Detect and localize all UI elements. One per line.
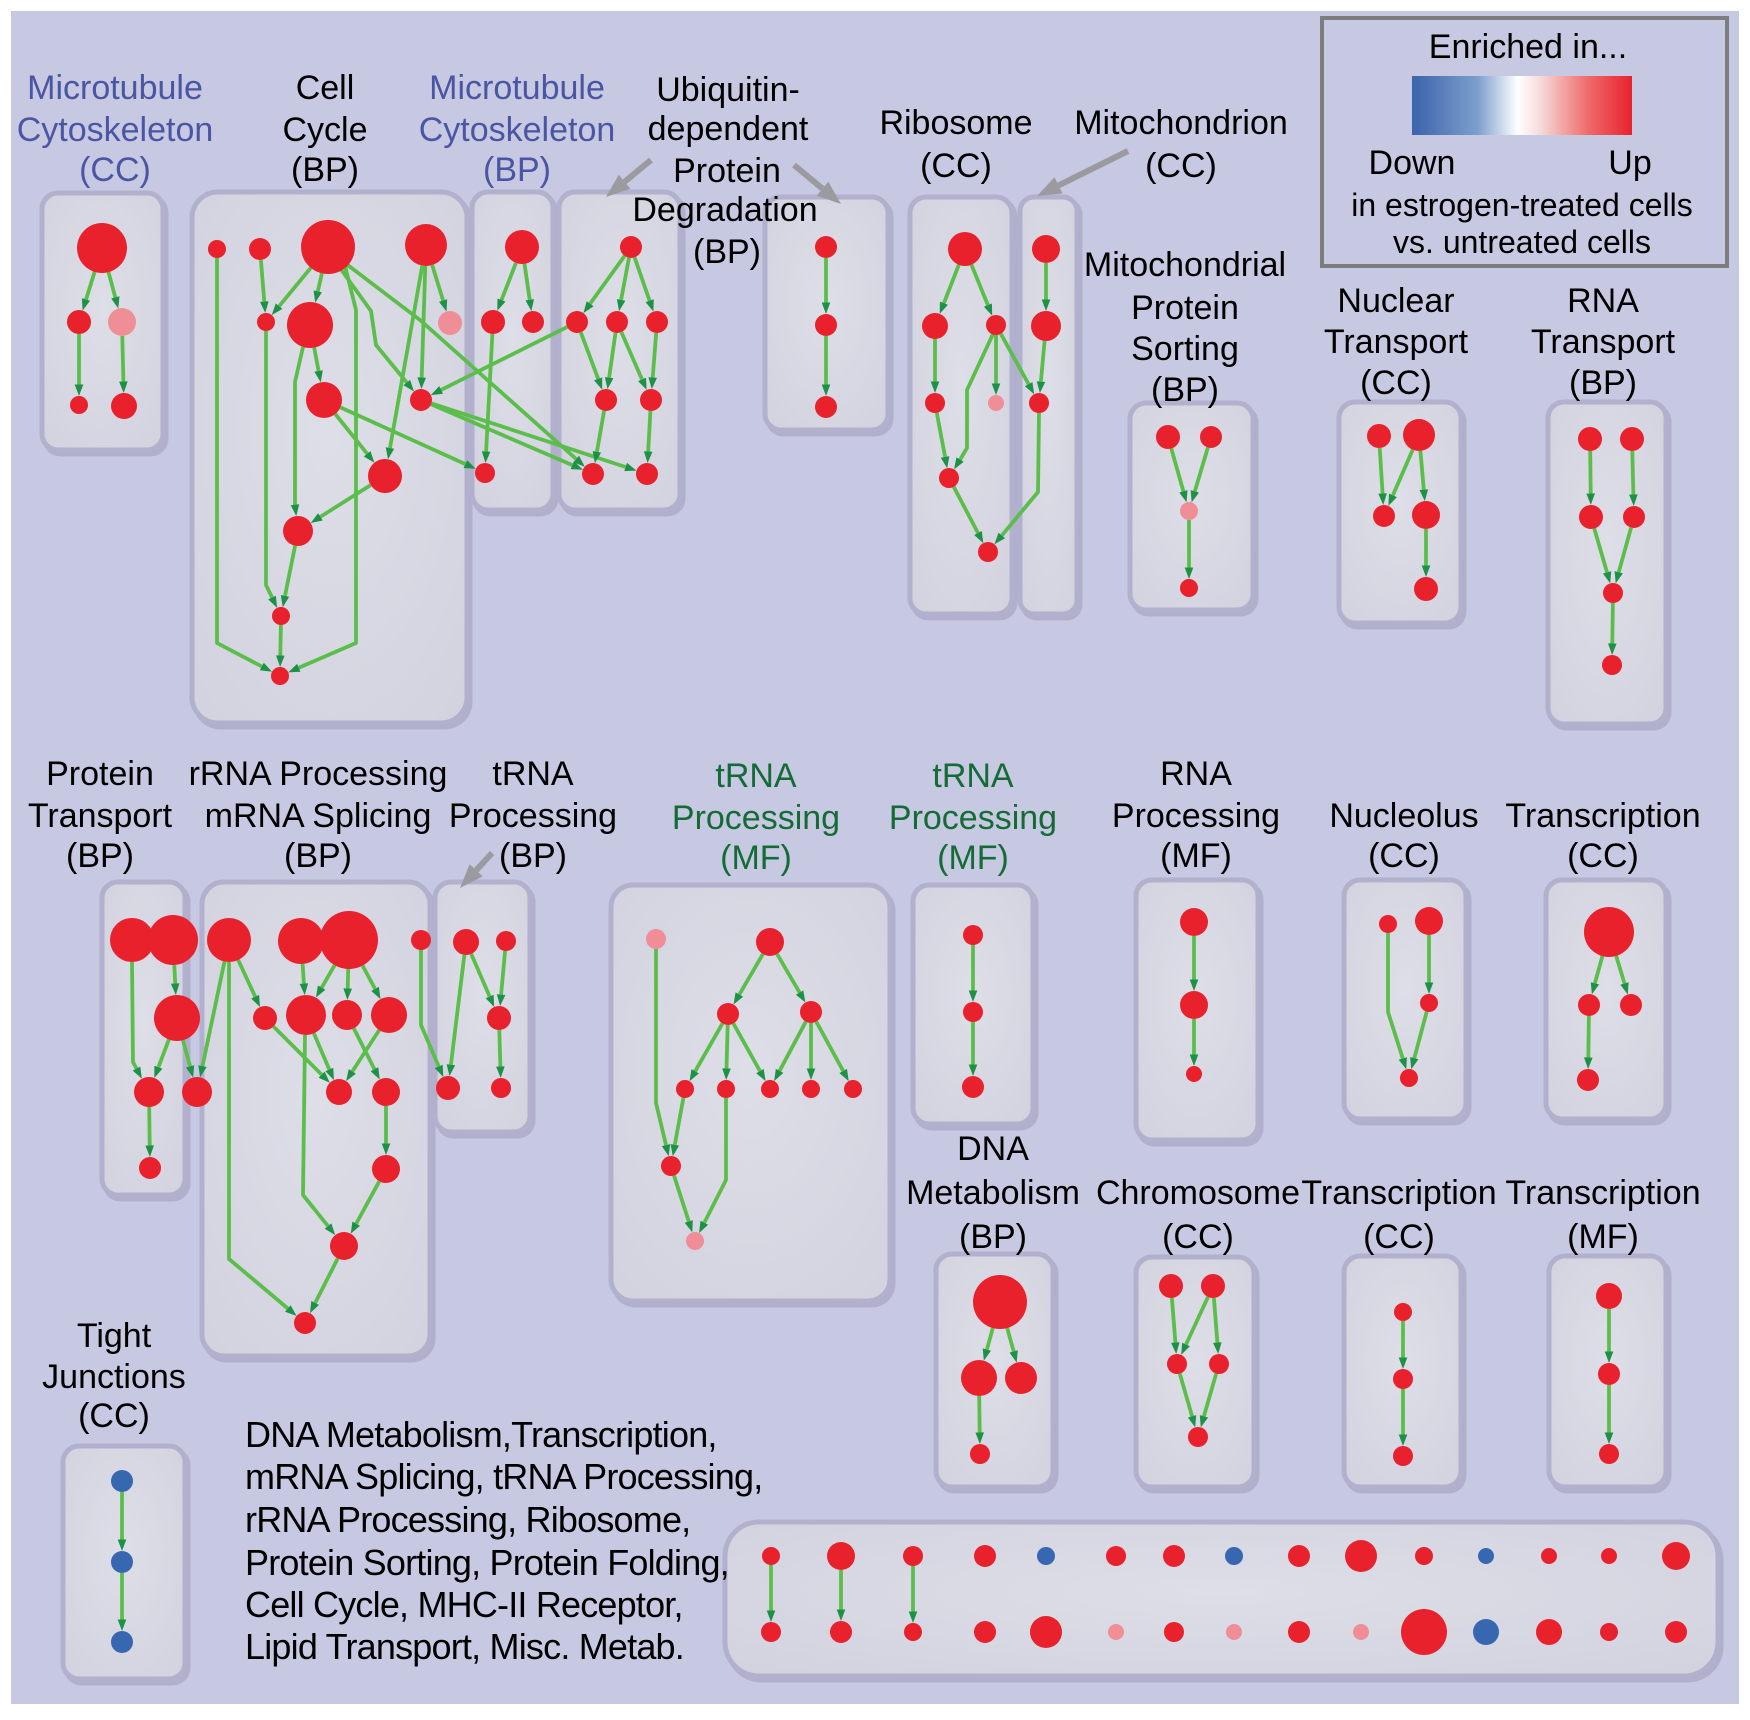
svg-text:Up: Up (1608, 144, 1651, 182)
svg-text:Metabolism: Metabolism (906, 1174, 1080, 1212)
svg-text:Processing: Processing (449, 797, 617, 835)
svg-text:Transport: Transport (28, 797, 173, 835)
svg-text:Degradation: Degradation (632, 191, 817, 229)
svg-text:tRNA: tRNA (932, 757, 1014, 795)
svg-text:Cycle: Cycle (282, 111, 367, 149)
svg-text:(CC): (CC) (920, 147, 992, 185)
svg-text:(MF): (MF) (1567, 1218, 1639, 1256)
svg-text:RNA: RNA (1160, 755, 1232, 793)
svg-text:(MF): (MF) (1160, 837, 1232, 875)
svg-text:Microtubule: Microtubule (27, 69, 203, 107)
svg-text:(CC): (CC) (79, 151, 151, 189)
svg-text:(BP): (BP) (284, 837, 352, 875)
svg-text:(CC): (CC) (1360, 364, 1432, 402)
svg-text:Nuclear: Nuclear (1337, 282, 1454, 320)
svg-text:RNA: RNA (1567, 282, 1639, 320)
svg-text:Sorting: Sorting (1131, 330, 1239, 368)
svg-text:(MF): (MF) (720, 839, 792, 877)
svg-text:(BP): (BP) (483, 151, 551, 189)
svg-text:(CC): (CC) (78, 1397, 150, 1435)
svg-text:(BP): (BP) (291, 151, 359, 189)
svg-text:Enriched in...: Enriched in... (1429, 28, 1627, 66)
svg-text:tRNA: tRNA (492, 755, 574, 793)
svg-text:dependent: dependent (648, 110, 809, 148)
svg-text:Lipid Transport, Misc. Metab.: Lipid Transport, Misc. Metab. (245, 1626, 684, 1667)
svg-text:Processing: Processing (1112, 797, 1280, 835)
svg-text:Ubiquitin-: Ubiquitin- (656, 71, 800, 109)
svg-text:Tight: Tight (77, 1317, 152, 1355)
svg-text:Ribosome: Ribosome (879, 104, 1032, 142)
svg-text:mRNA Splicing: mRNA Splicing (205, 797, 432, 835)
svg-text:Nucleolus: Nucleolus (1329, 797, 1478, 835)
svg-text:Transport: Transport (1324, 323, 1469, 361)
svg-text:(BP): (BP) (959, 1218, 1027, 1256)
svg-text:Down: Down (1369, 144, 1456, 182)
svg-text:Processing: Processing (889, 799, 1057, 837)
svg-text:(CC): (CC) (1368, 837, 1440, 875)
svg-text:Junctions: Junctions (42, 1358, 186, 1396)
svg-text:Protein: Protein (673, 152, 781, 190)
svg-text:Transcription: Transcription (1505, 797, 1700, 835)
svg-text:DNA Metabolism,Transcription,: DNA Metabolism,Transcription, (245, 1414, 717, 1455)
svg-text:Cytoskeleton: Cytoskeleton (17, 111, 214, 149)
svg-text:Cell: Cell (296, 69, 355, 107)
svg-text:Transport: Transport (1531, 323, 1676, 361)
svg-text:(BP): (BP) (693, 233, 761, 271)
svg-text:in estrogen-treated cells: in estrogen-treated cells (1351, 187, 1693, 223)
svg-text:DNA: DNA (957, 1130, 1029, 1168)
svg-text:Chromosome: Chromosome (1096, 1174, 1300, 1212)
svg-text:(CC): (CC) (1145, 147, 1217, 185)
svg-text:Protein Sorting, Protein Foldi: Protein Sorting, Protein Folding, (245, 1542, 729, 1583)
svg-text:rRNA Processing: rRNA Processing (189, 755, 448, 793)
svg-text:(MF): (MF) (937, 839, 1009, 877)
svg-text:Mitochondrial: Mitochondrial (1084, 246, 1286, 284)
svg-text:rRNA Processing, Ribosome,: rRNA Processing, Ribosome, (245, 1499, 690, 1540)
svg-text:Microtubule: Microtubule (429, 69, 605, 107)
svg-text:Transcription: Transcription (1301, 1174, 1496, 1212)
svg-text:Processing: Processing (672, 799, 840, 837)
svg-text:Mitochondrion: Mitochondrion (1074, 104, 1288, 142)
svg-text:(CC): (CC) (1162, 1218, 1234, 1256)
svg-text:Protein: Protein (1131, 289, 1239, 327)
svg-text:(CC): (CC) (1363, 1218, 1435, 1256)
svg-text:Transcription: Transcription (1505, 1174, 1700, 1212)
svg-text:(BP): (BP) (499, 837, 567, 875)
svg-text:(BP): (BP) (1151, 371, 1219, 409)
svg-text:mRNA Splicing, tRNA Processing: mRNA Splicing, tRNA Processing, (245, 1456, 762, 1497)
svg-text:Protein: Protein (46, 755, 154, 793)
svg-text:(BP): (BP) (66, 837, 134, 875)
svg-text:tRNA: tRNA (715, 757, 797, 795)
svg-text:Cytoskeleton: Cytoskeleton (419, 111, 616, 149)
svg-text:(BP): (BP) (1569, 364, 1637, 402)
svg-text:vs. untreated cells: vs. untreated cells (1393, 224, 1651, 260)
svg-text:Cell Cycle, MHC-II Receptor,: Cell Cycle, MHC-II Receptor, (245, 1584, 683, 1625)
svg-text:(CC): (CC) (1567, 837, 1639, 875)
